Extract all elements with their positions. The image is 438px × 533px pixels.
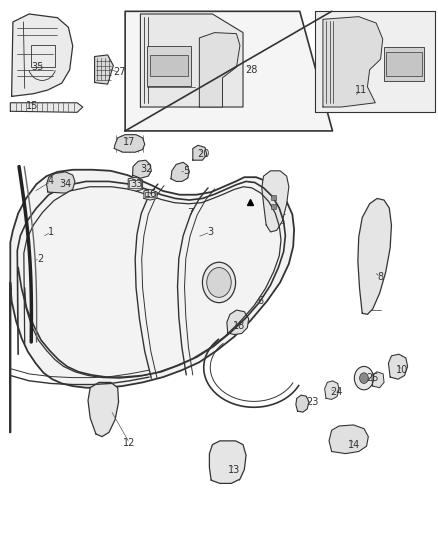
Bar: [271, 195, 276, 200]
Bar: [145, 192, 155, 197]
Text: 34: 34: [59, 179, 71, 189]
Bar: [147, 46, 191, 86]
Polygon shape: [227, 310, 249, 335]
Text: 15: 15: [26, 101, 38, 111]
Text: 27: 27: [113, 68, 126, 77]
Text: 24: 24: [330, 387, 342, 397]
Bar: [384, 47, 424, 82]
Text: 17: 17: [124, 136, 136, 147]
Polygon shape: [329, 425, 368, 454]
Bar: [31, 45, 55, 67]
Text: 4: 4: [48, 176, 54, 187]
Polygon shape: [296, 395, 309, 412]
Text: 20: 20: [198, 149, 210, 159]
Text: 25: 25: [367, 373, 379, 383]
Circle shape: [207, 268, 231, 297]
Polygon shape: [141, 14, 243, 107]
Text: 5: 5: [183, 166, 189, 176]
Text: 23: 23: [307, 397, 319, 407]
Bar: [271, 204, 276, 209]
Polygon shape: [11, 169, 294, 432]
Polygon shape: [372, 372, 384, 387]
Polygon shape: [46, 172, 75, 193]
Text: 8: 8: [378, 272, 384, 282]
Polygon shape: [315, 11, 435, 112]
Polygon shape: [171, 163, 189, 181]
Polygon shape: [95, 55, 113, 84]
Bar: [386, 52, 422, 76]
Text: 10: 10: [396, 365, 409, 375]
Text: 12: 12: [124, 438, 136, 448]
Polygon shape: [323, 17, 383, 107]
Bar: [150, 55, 187, 76]
Text: 35: 35: [32, 62, 44, 72]
Polygon shape: [125, 11, 332, 131]
Text: 33: 33: [130, 179, 142, 189]
Text: 3: 3: [207, 227, 213, 237]
Polygon shape: [199, 33, 240, 107]
Polygon shape: [193, 146, 207, 160]
Polygon shape: [209, 441, 246, 483]
Text: 18: 18: [233, 321, 245, 331]
Bar: [130, 180, 141, 188]
Polygon shape: [358, 198, 392, 314]
Polygon shape: [325, 381, 339, 399]
Text: 28: 28: [246, 65, 258, 75]
Text: 6: 6: [258, 296, 264, 306]
Polygon shape: [114, 135, 145, 152]
Polygon shape: [88, 382, 119, 437]
Text: 2: 2: [37, 254, 43, 263]
Circle shape: [354, 367, 374, 390]
Polygon shape: [133, 160, 151, 178]
Circle shape: [202, 262, 236, 303]
Text: 1: 1: [48, 227, 54, 237]
Polygon shape: [11, 103, 83, 112]
Text: 7: 7: [187, 208, 194, 219]
Text: 13: 13: [228, 465, 240, 474]
Text: 11: 11: [355, 85, 367, 95]
Polygon shape: [12, 14, 73, 96]
Text: 32: 32: [141, 164, 153, 174]
Text: 16: 16: [145, 189, 157, 199]
Circle shape: [360, 373, 368, 383]
Text: 14: 14: [348, 440, 360, 450]
Polygon shape: [128, 177, 143, 191]
Polygon shape: [144, 189, 157, 200]
Polygon shape: [262, 171, 289, 232]
Polygon shape: [389, 354, 408, 379]
